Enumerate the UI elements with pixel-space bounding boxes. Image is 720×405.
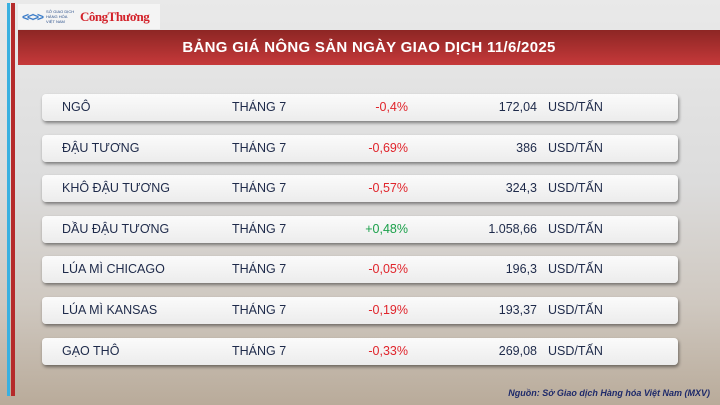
commodity-name: NGÔ — [62, 100, 91, 114]
table-row: ĐẬU TƯƠNG THÁNG 7 -0,69% 386 USD/TẤN — [42, 134, 678, 162]
change-percent: -0,69% — [368, 140, 408, 155]
logo-brand: CôngThương — [80, 8, 150, 24]
title-banner: BẢNG GIÁ NÔNG SẢN NGÀY GIAO DỊCH 11/6/20… — [18, 30, 720, 65]
commodity-name: DẦU ĐẬU TƯƠNG — [62, 221, 170, 236]
commodity-name: KHÔ ĐẬU TƯƠNG — [62, 181, 170, 196]
contract-month: THÁNG 7 — [232, 343, 287, 358]
unit: USD/TẤN — [548, 100, 603, 114]
commodity-name: LÚA MÌ CHICAGO — [62, 262, 165, 277]
unit: USD/TẤN — [548, 262, 603, 277]
contract-month: THÁNG 7 — [232, 140, 287, 155]
table-row: LÚA MÌ CHICAGO THÁNG 7 -0,05% 196,3 USD/TẤN — [42, 256, 678, 284]
unit: USD/TẤN — [548, 181, 603, 196]
unit: USD/TẤN — [548, 343, 603, 358]
contract-month: THÁNG 7 — [232, 221, 287, 236]
contract-month: THÁNG 7 — [232, 262, 287, 277]
unit: USD/TẤN — [548, 303, 603, 317]
commodity-name: GẠO THÔ — [62, 343, 120, 358]
price: 386 — [516, 140, 537, 155]
accent-bar-red — [11, 3, 15, 396]
source-note: Nguồn: Sở Giao dịch Hàng hóa Việt Nam (M… — [508, 388, 710, 398]
table-row: GẠO THÔ THÁNG 7 -0,33% 269,08 USD/TẤN — [42, 337, 678, 365]
price: 172,04 — [498, 100, 537, 114]
unit: USD/TẤN — [548, 221, 603, 236]
change-percent: -0,19% — [368, 303, 408, 317]
table-row: KHÔ ĐẬU TƯƠNG THÁNG 7 -0,57% 324,3 USD/TẤN — [42, 175, 678, 203]
price: 193,37 — [498, 303, 537, 317]
change-percent: -0,4% — [375, 100, 408, 114]
table-row: LÚA MÌ KANSAS THÁNG 7 -0,19% 193,37 USD/TẤN — [42, 297, 678, 324]
price: 1.058,66 — [488, 221, 537, 236]
price: 269,08 — [498, 343, 537, 358]
table-row: NGÔ THÁNG 7 -0,4% 172,04 USD/TẤN — [42, 94, 678, 121]
page-title: BẢNG GIÁ NÔNG SẢN NGÀY GIAO DỊCH 11/6/20… — [182, 39, 556, 56]
mxv-logo-icon: <<>> — [22, 9, 44, 24]
unit: USD/TẤN — [548, 140, 603, 155]
contract-month: THÁNG 7 — [232, 303, 287, 317]
price: 324,3 — [505, 181, 537, 196]
change-percent: -0,57% — [368, 181, 408, 196]
commodity-name: LÚA MÌ KANSAS — [62, 303, 158, 317]
contract-month: THÁNG 7 — [232, 181, 287, 196]
logo-org: SỞ GIAO DỊCH HÀNG HÓA VIỆT NAM — [46, 9, 75, 24]
change-percent: +0,48% — [365, 221, 408, 236]
change-percent: -0,33% — [368, 343, 408, 358]
accent-bar-blue — [7, 3, 10, 396]
change-percent: -0,05% — [368, 262, 408, 277]
price: 196,3 — [505, 262, 537, 277]
logo: <<>> SỞ GIAO DỊCH HÀNG HÓA VIỆT NAM Công… — [18, 4, 160, 29]
commodity-name: ĐẬU TƯƠNG — [62, 140, 140, 155]
table-row: DẦU ĐẬU TƯƠNG THÁNG 7 +0,48% 1.058,66 USD/TẤ… — [42, 215, 678, 243]
contract-month: THÁNG 7 — [232, 100, 287, 114]
